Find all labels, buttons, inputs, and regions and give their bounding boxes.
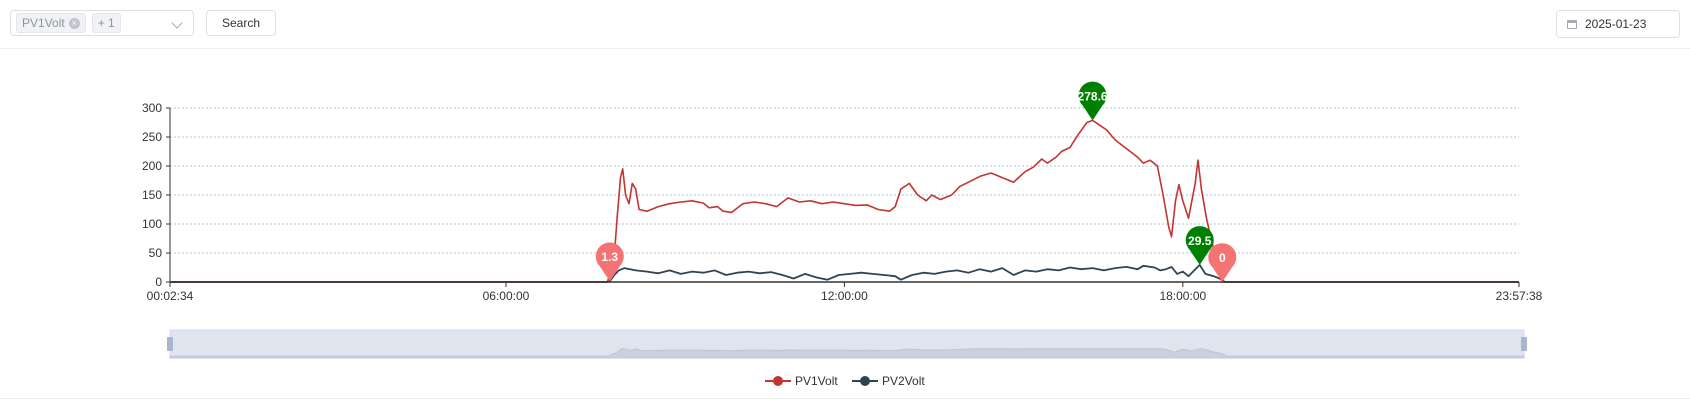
- marker-label: 0: [1219, 251, 1226, 265]
- marker-label: 29.5: [1188, 234, 1212, 248]
- y-tick-label: 250: [142, 130, 162, 144]
- legend-dot: [860, 376, 870, 386]
- series-line-pv2volt: [170, 264, 1519, 283]
- x-tick-label: 23:57:38: [1496, 289, 1543, 303]
- series-select[interactable]: PV1Volt × + 1: [10, 10, 194, 36]
- data-zoom-slider[interactable]: [167, 329, 1527, 359]
- legend-item-pv1volt[interactable]: PV1Volt: [765, 374, 838, 388]
- chevron-down-icon[interactable]: [171, 17, 183, 29]
- marker-pin-shape: [1078, 81, 1107, 121]
- date-value: 2025-01-23: [1585, 17, 1647, 31]
- y-tick-label: 0: [155, 275, 162, 289]
- zoom-handle-left[interactable]: [167, 337, 173, 351]
- bottom-divider: [0, 398, 1690, 399]
- x-tick-label: 00:02:34: [147, 289, 194, 303]
- voltage-line-chart: 0 50 100 150 200 250 300 00:02:34 06:00:00 12:00:…: [142, 81, 1543, 388]
- selected-tag-label: PV1Volt: [22, 16, 65, 30]
- x-tick-label: 12:00:00: [821, 289, 868, 303]
- y-tick-label: 100: [142, 217, 162, 231]
- marker-pin-max: 29.5: [1185, 226, 1214, 265]
- x-tick-label: 06:00:00: [483, 289, 530, 303]
- extra-count-label: + 1: [97, 16, 115, 30]
- search-button[interactable]: Search: [206, 10, 276, 36]
- zoom-handle-right[interactable]: [1521, 337, 1527, 351]
- marker-label: 1.3: [601, 250, 618, 264]
- legend-item-pv2volt[interactable]: PV2Volt: [852, 374, 925, 388]
- marker-pin-min: 1.3: [595, 242, 624, 282]
- series-line-pv1volt: [170, 119, 1519, 283]
- extra-count-tag: + 1: [91, 13, 121, 33]
- marker-pin-min: 0: [1208, 243, 1237, 282]
- marker-label: 278.6: [1078, 89, 1108, 103]
- marker-pin-shape: [595, 242, 624, 282]
- y-tick-label: 150: [142, 188, 162, 202]
- date-picker[interactable]: 2025-01-23: [1556, 10, 1680, 38]
- marker-pin-shape: [1185, 226, 1214, 265]
- toolbar: PV1Volt × + 1 Search 2025-01-23: [0, 0, 1690, 49]
- calendar-icon: [1567, 19, 1577, 29]
- legend-label: PV1Volt: [795, 374, 838, 388]
- marker-pin-max: 278.6: [1078, 81, 1108, 121]
- x-tick-label: 18:00:00: [1159, 289, 1206, 303]
- y-tick-label: 200: [142, 159, 162, 173]
- y-tick-label: 50: [149, 246, 163, 260]
- marker-pin-shape: [1208, 243, 1237, 282]
- y-tick-label: 300: [142, 101, 162, 115]
- close-circle-icon[interactable]: ×: [68, 17, 80, 29]
- legend-dot: [773, 376, 783, 386]
- zoom-shadow-area: [169, 348, 1525, 359]
- legend-label: PV2Volt: [882, 374, 925, 388]
- selected-tag[interactable]: PV1Volt ×: [16, 13, 86, 33]
